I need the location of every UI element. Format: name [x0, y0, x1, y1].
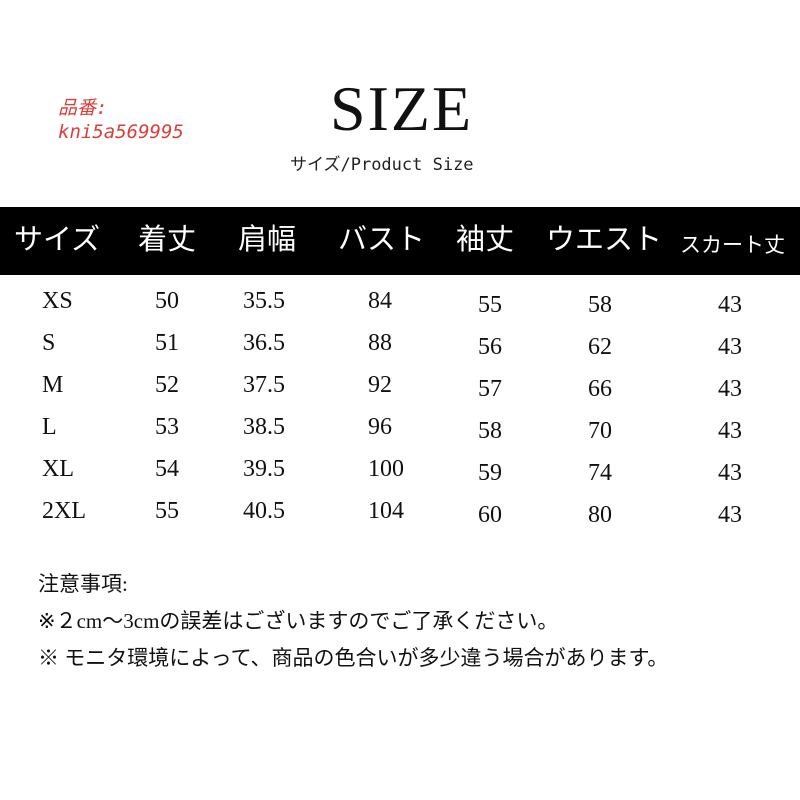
page-subtitle: サイズ/Product Size: [290, 155, 474, 175]
header-bust: バスト: [338, 222, 426, 256]
table-header: サイズ 着丈 肩幅 バスト 袖丈 ウエスト スカート丈: [0, 207, 800, 275]
table-cell: S: [42, 330, 56, 356]
table-cell: 96: [368, 414, 392, 440]
table-cell: 38.5: [243, 414, 285, 440]
table-cell: M: [42, 372, 64, 398]
note-item: ※２cm～3cmの誤差はございますのでご了承ください。: [38, 609, 559, 633]
header-waist: ウエスト: [546, 222, 663, 256]
table-cell: 52: [155, 372, 179, 398]
table-cell: 100: [368, 456, 404, 482]
table-cell: 43: [718, 292, 742, 318]
table-cell: 62: [588, 334, 612, 360]
header-sleeve: 袖丈: [456, 222, 515, 256]
table-cell: 92: [368, 372, 392, 398]
product-code: 品番: kni5a569995: [58, 96, 184, 144]
table-row: 2XL 55 40.5 104 60 80 43: [0, 498, 800, 538]
table-cell: 66: [588, 376, 612, 402]
table-cell: 35.5: [243, 288, 285, 314]
table-cell: 56: [478, 334, 502, 360]
table-cell: 55: [478, 292, 502, 318]
product-code-value: kni5a569995: [58, 121, 184, 143]
table-cell: 2XL: [42, 498, 86, 524]
table-cell: 88: [368, 330, 392, 356]
table-cell: 54: [155, 456, 179, 482]
table-cell: 70: [588, 418, 612, 444]
table-row: L 53 38.5 96 58 70 43: [0, 414, 800, 454]
table-cell: 59: [478, 460, 502, 486]
table-cell: XS: [42, 288, 73, 314]
header-length: 着丈: [138, 222, 197, 256]
table-cell: 51: [155, 330, 179, 356]
table-cell: 43: [718, 460, 742, 486]
table-cell: 58: [588, 292, 612, 318]
table-cell: 50: [155, 288, 179, 314]
table-cell: 36.5: [243, 330, 285, 356]
table-cell: 60: [478, 502, 502, 528]
table-cell: XL: [42, 456, 74, 482]
table-cell: 39.5: [243, 456, 285, 482]
table-cell: 74: [588, 460, 612, 486]
table-cell: 40.5: [243, 498, 285, 524]
table-row: XS 50 35.5 84 55 58 43: [0, 288, 800, 328]
note-item: ※ モニタ環境によって、商品の色合いが多少違う場合があります。: [38, 646, 669, 670]
header-shoulder: 肩幅: [238, 222, 297, 256]
table-cell: 37.5: [243, 372, 285, 398]
table-cell: 43: [718, 418, 742, 444]
table-cell: 57: [478, 376, 502, 402]
table-cell: 43: [718, 376, 742, 402]
table-cell: 80: [588, 502, 612, 528]
table-cell: 84: [368, 288, 392, 314]
notes-heading: 注意事項:: [38, 572, 128, 596]
table-cell: 104: [368, 498, 404, 524]
table-cell: L: [42, 414, 57, 440]
table-cell: 43: [718, 334, 742, 360]
table-cell: 43: [718, 502, 742, 528]
table-cell: 53: [155, 414, 179, 440]
table-cell: 58: [478, 418, 502, 444]
table-row: XL 54 39.5 100 59 74 43: [0, 456, 800, 496]
product-code-label: 品番:: [58, 97, 108, 119]
header-skirt-length: スカート丈: [680, 233, 785, 257]
table-cell: 55: [155, 498, 179, 524]
table-row: M 52 37.5 92 57 66 43: [0, 372, 800, 412]
table-row: S 51 36.5 88 56 62 43: [0, 330, 800, 370]
header-size: サイズ: [14, 222, 101, 256]
page-title: SIZE: [330, 73, 474, 144]
